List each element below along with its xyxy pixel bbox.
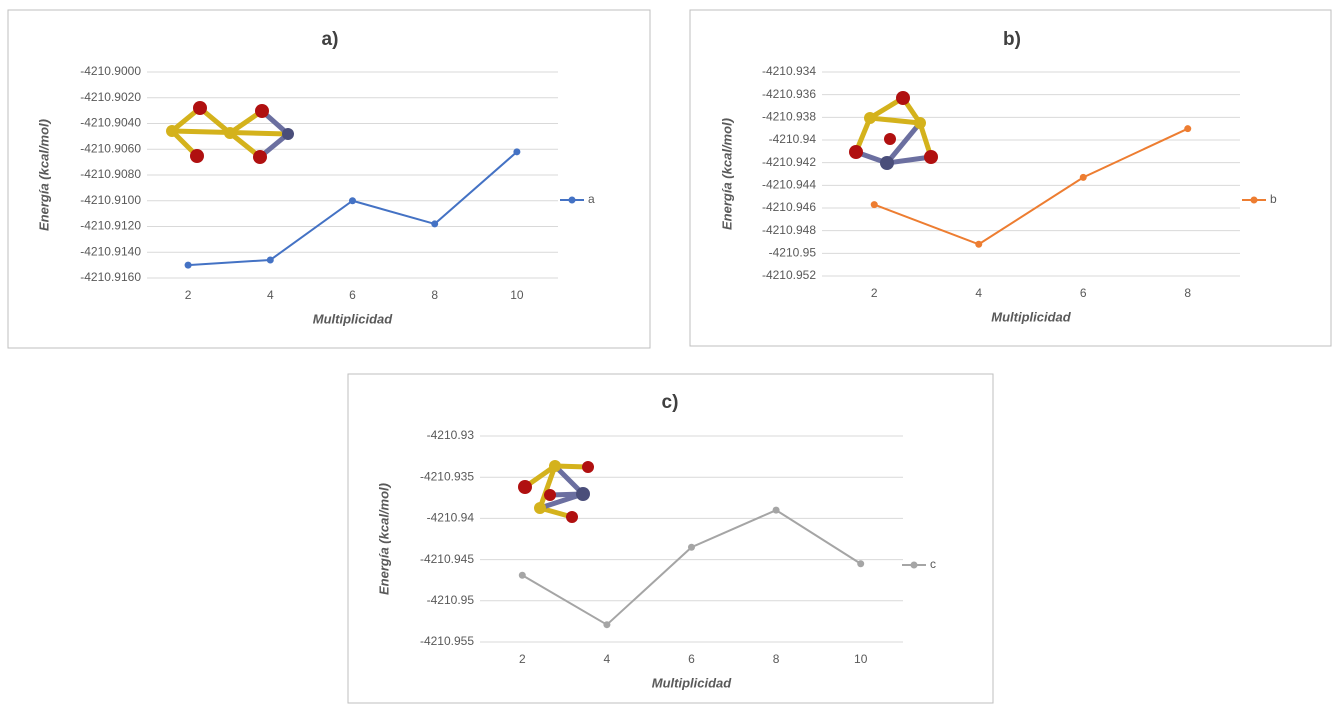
data-point xyxy=(857,560,864,567)
x-tick-label: 2 xyxy=(185,288,192,302)
molecule-c xyxy=(518,460,594,523)
x-tick-label: 2 xyxy=(519,652,526,666)
figure: a) -4210.9000 -4210.9020 -4210.9040 -4210.90… xyxy=(0,0,1332,704)
y-tick-label: -4210.95 xyxy=(769,246,817,260)
x-axis-label: Multiplicidad xyxy=(652,675,733,690)
x-axis-label: Multiplicidad xyxy=(991,309,1072,324)
series-line xyxy=(874,129,1188,245)
y-tick-label: -4210.9100 xyxy=(80,193,141,207)
y-tick-label: -4210.955 xyxy=(420,634,474,648)
y-tick-label: -4210.9040 xyxy=(80,116,141,130)
legend-label: a xyxy=(588,192,595,206)
y-tick-label: -4210.9120 xyxy=(80,219,141,233)
series-line xyxy=(522,510,860,625)
molecule-b xyxy=(849,91,938,170)
y-tick-label: -4210.942 xyxy=(762,155,816,169)
y-axis-label: Energía (kcal/mol) xyxy=(36,119,51,231)
y-tick-label: -4210.936 xyxy=(762,87,816,101)
panel-border xyxy=(348,374,993,703)
y-tick-label: -4210.94 xyxy=(769,132,817,146)
chart-title: c) xyxy=(662,392,679,413)
y-tick-label: -4210.9060 xyxy=(80,141,141,155)
legend-label: b xyxy=(1270,192,1277,206)
data-point xyxy=(773,507,780,514)
y-tick-label: -4210.934 xyxy=(762,64,816,78)
x-tick-label: 10 xyxy=(510,288,524,302)
y-tick-label: -4210.935 xyxy=(420,469,474,483)
x-tick-label: 10 xyxy=(854,652,868,666)
y-axis-label: Energía (kcal/mol) xyxy=(376,483,391,595)
y-tick-label: -4210.93 xyxy=(427,428,475,442)
legend-marker xyxy=(1251,197,1258,204)
x-tick-label: 2 xyxy=(871,286,878,300)
legend-marker xyxy=(911,562,918,569)
chart-panel: b) -4210.934 -4210.936 -4210.938 -4210.94 -42… xyxy=(690,10,1331,346)
y-tick-label: -4210.944 xyxy=(762,178,816,192)
x-tick-label: 8 xyxy=(773,652,780,666)
molecule-a xyxy=(166,101,294,164)
chart-title: b) xyxy=(1003,29,1021,50)
y-tick-label: -4210.948 xyxy=(762,223,816,237)
data-point xyxy=(688,544,695,551)
legend-marker xyxy=(569,197,576,204)
data-point xyxy=(871,201,878,208)
x-tick-label: 8 xyxy=(431,288,438,302)
x-axis-label: Multiplicidad xyxy=(313,311,394,326)
y-tick-label: -4210.952 xyxy=(762,268,816,282)
y-tick-label: -4210.9020 xyxy=(80,90,141,104)
data-point xyxy=(1080,174,1087,181)
y-tick-label: -4210.946 xyxy=(762,200,816,214)
y-tick-label: -4210.9140 xyxy=(80,244,141,258)
data-point xyxy=(975,241,982,248)
x-tick-label: 6 xyxy=(349,288,356,302)
series-line xyxy=(188,152,517,265)
y-tick-label: -4210.9080 xyxy=(80,167,141,181)
chart-panel: c) -4210.93 -4210.935 -4210.94 -4210.945 -421… xyxy=(348,374,993,703)
x-tick-label: 8 xyxy=(1184,286,1191,300)
y-tick-label: -4210.9000 xyxy=(80,64,141,78)
y-tick-label: -4210.945 xyxy=(420,552,474,566)
data-point xyxy=(431,220,438,227)
x-tick-label: 4 xyxy=(604,652,611,666)
legend-label: c xyxy=(930,557,936,571)
chart-panel: a) -4210.9000 -4210.9020 -4210.9040 -4210.90… xyxy=(8,10,650,348)
x-tick-label: 4 xyxy=(975,286,982,300)
data-point xyxy=(185,262,192,269)
y-tick-label: -4210.9160 xyxy=(80,270,141,284)
data-point xyxy=(1184,125,1191,132)
data-point xyxy=(519,572,526,579)
x-tick-label: 6 xyxy=(688,652,695,666)
y-tick-label: -4210.94 xyxy=(427,511,475,525)
chart-title: a) xyxy=(322,29,339,50)
y-tick-label: -4210.95 xyxy=(427,593,475,607)
x-tick-label: 4 xyxy=(267,288,274,302)
data-point xyxy=(267,256,274,263)
x-tick-label: 6 xyxy=(1080,286,1087,300)
data-point xyxy=(603,621,610,628)
data-point xyxy=(513,148,520,155)
data-point xyxy=(349,197,356,204)
y-axis-label: Energía (kcal/mol) xyxy=(719,118,734,230)
y-tick-label: -4210.938 xyxy=(762,110,816,124)
